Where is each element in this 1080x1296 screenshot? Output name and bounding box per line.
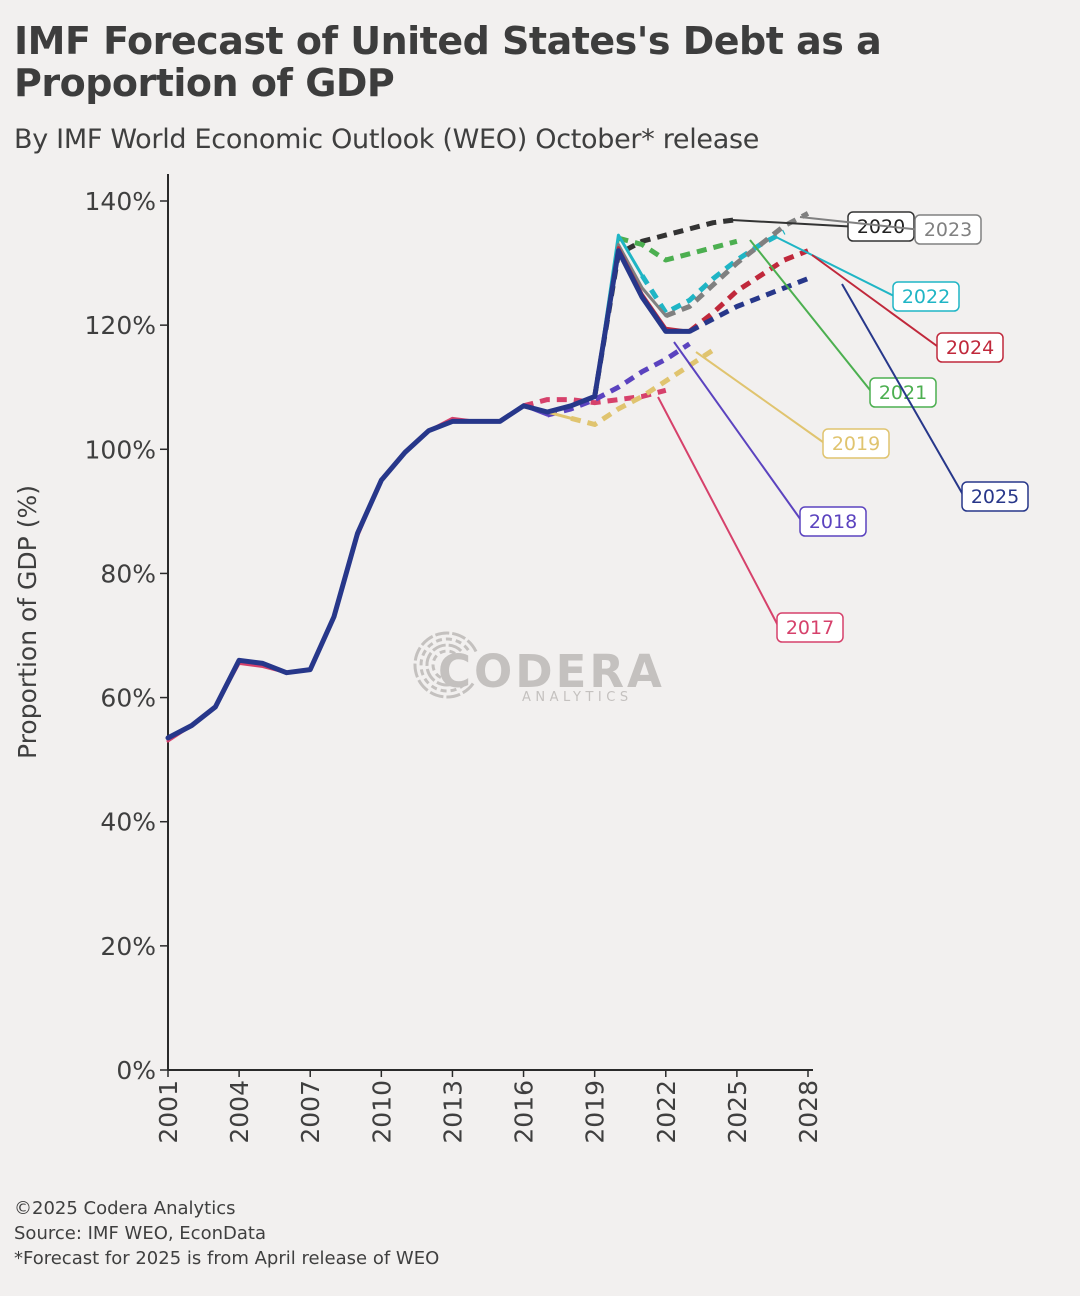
y-tick-labels: 0% 20% 40% 60% 80% 100% 120% 140% bbox=[85, 187, 168, 1085]
y-tick-label: 60% bbox=[100, 684, 156, 713]
x-tick-label: 2004 bbox=[225, 1080, 254, 1144]
x-tick-label: 2022 bbox=[652, 1080, 681, 1144]
logo-arc bbox=[425, 643, 463, 687]
label-text: 2018 bbox=[809, 511, 857, 533]
label-box bbox=[892, 281, 960, 312]
x-tick-label: 2016 bbox=[510, 1080, 539, 1144]
chart-subtitle: By IMF World Economic Outlook (WEO) Octo… bbox=[14, 124, 760, 155]
label-text: 2019 bbox=[832, 433, 880, 455]
forecast-footnote: *Forecast for 2025 is from April release… bbox=[14, 1248, 440, 1269]
x-tick-labels: 2001 2004 2007 2010 2013 2016 2019 2022 2025 2028 bbox=[154, 1070, 823, 1144]
label-box bbox=[776, 612, 844, 643]
label-box bbox=[961, 481, 1029, 512]
series-label-2022: 2022 bbox=[775, 236, 960, 312]
label-leader-line bbox=[775, 236, 896, 298]
forecast-line-2018 bbox=[546, 341, 691, 418]
label-text: 2020 bbox=[857, 216, 905, 238]
watermark-name: CODERA bbox=[438, 645, 665, 698]
chart-axes bbox=[167, 174, 813, 1071]
copyright-note: ©2025 Codera Analytics bbox=[14, 1198, 236, 1219]
chart-footer: ©2025 Codera Analytics Source: IMF WEO, … bbox=[14, 1196, 439, 1271]
series-label-2025: 2025 bbox=[841, 283, 1029, 512]
x-tick-label: 2028 bbox=[794, 1080, 823, 1144]
x-tick-label: 2013 bbox=[438, 1080, 467, 1144]
label-leader-line bbox=[749, 239, 873, 394]
history-line-2025 bbox=[165, 248, 692, 741]
x-tick-label: 2019 bbox=[581, 1080, 610, 1144]
y-tick-label: 80% bbox=[100, 559, 156, 588]
series-label-2021: 2021 bbox=[749, 239, 937, 408]
x-tick-label: 2025 bbox=[723, 1080, 752, 1144]
label-leader-line bbox=[811, 254, 940, 349]
y-tick-label: 0% bbox=[116, 1056, 156, 1085]
x-tick-label: 2001 bbox=[154, 1080, 183, 1144]
series-labels: 2017 2018 2019 2020 2021 2022 2023 2024 2025 bbox=[657, 211, 1029, 643]
label-leader-line bbox=[799, 216, 918, 231]
y-tick-label: 100% bbox=[85, 435, 156, 464]
y-tick-label: 140% bbox=[85, 187, 156, 216]
label-text: 2025 bbox=[971, 486, 1019, 508]
label-text: 2017 bbox=[786, 617, 834, 639]
y-tick-label: 20% bbox=[100, 932, 156, 961]
label-box bbox=[822, 428, 890, 459]
label-leader-line bbox=[695, 351, 826, 445]
label-text: 2021 bbox=[879, 382, 927, 404]
label-box bbox=[936, 332, 1004, 363]
line-chart: CODERA ANALYTICS 0% 20% 40% 60% 80% 100% 120% 1… bbox=[13, 174, 1029, 1144]
codera-watermark: CODERA ANALYTICS bbox=[413, 631, 665, 705]
label-leader-line bbox=[841, 283, 965, 497]
label-text: 2022 bbox=[902, 286, 950, 308]
y-axis-label: Proportion of GDP (%) bbox=[13, 485, 42, 759]
label-box bbox=[914, 214, 982, 245]
label-leader-line bbox=[731, 219, 851, 228]
series-lines bbox=[165, 211, 810, 743]
series-label-2017: 2017 bbox=[657, 396, 844, 643]
forecast-line-2019 bbox=[570, 347, 715, 427]
series-label-2019: 2019 bbox=[695, 351, 890, 459]
label-box bbox=[869, 377, 937, 408]
series-label-2023: 2023 bbox=[799, 214, 982, 245]
label-text: 2023 bbox=[924, 219, 972, 241]
forecast-line-2017 bbox=[522, 387, 667, 409]
y-tick-label: 120% bbox=[85, 311, 156, 340]
series-label-2024: 2024 bbox=[811, 254, 1004, 363]
chart-title: IMF Forecast of United States's Debt as … bbox=[14, 19, 882, 105]
label-leader-line bbox=[657, 396, 780, 628]
codera-logo-icon bbox=[413, 631, 478, 699]
label-leader-line bbox=[673, 341, 803, 523]
x-tick-label: 2007 bbox=[296, 1080, 325, 1144]
label-box bbox=[799, 506, 867, 537]
forecast-line-2021 bbox=[617, 235, 738, 263]
source-note: Source: IMF WEO, EconData bbox=[14, 1223, 266, 1244]
logo-arc bbox=[413, 631, 478, 699]
watermark-tagline: ANALYTICS bbox=[522, 690, 633, 705]
forecast-line-2024 bbox=[687, 248, 809, 334]
forecast-line-2023 bbox=[664, 211, 810, 319]
y-tick-label: 40% bbox=[100, 808, 156, 837]
label-text: 2024 bbox=[946, 337, 994, 359]
x-tick-label: 2010 bbox=[367, 1080, 396, 1144]
logo-arc bbox=[419, 637, 470, 693]
series-label-2018: 2018 bbox=[673, 341, 867, 537]
